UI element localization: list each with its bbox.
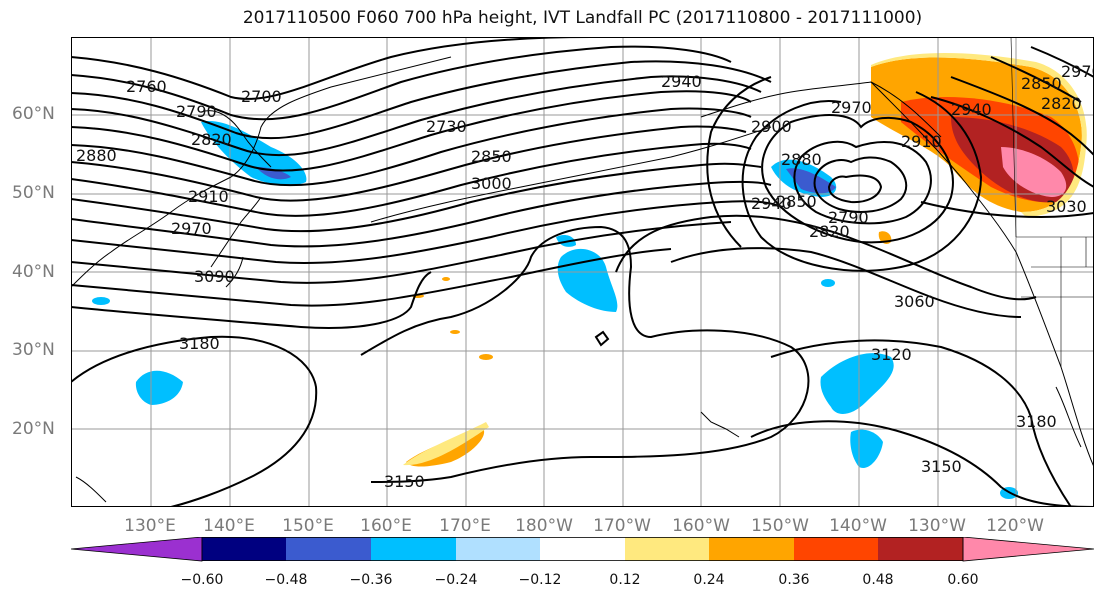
map-frame [71,37,1094,507]
lon-label-130w: 130°W [908,516,966,536]
lon-label-180w: 180°W [515,516,573,536]
height-contours [71,37,1094,507]
ivt-neg-east1 [820,353,894,414]
ivt-neg-dot1 [821,279,835,287]
lat-label-40n: 40°N [12,262,55,282]
colorbar-tick-label: 0.48 [862,572,894,588]
coast-asia [71,56,452,288]
contour-label: 2760 [126,77,167,96]
contour-label: 2970 [1061,62,1094,81]
coast-alaska [700,81,942,138]
figure-title: 2017110500 F060 700 hPa height, IVT Land… [242,8,923,28]
lon-label-160w: 160°W [672,516,730,536]
borders [1010,37,1094,367]
colorbar-swatch [878,537,963,561]
colorbar-swatch [202,537,286,561]
coast-kamchatka [200,110,272,168]
coast-hawaii [700,411,740,438]
colorbar-tick-label: 0.12 [609,572,641,588]
contour-label: 3120 [871,345,912,364]
colorbar-tick-label: −0.12 [518,572,562,588]
ivt-shade-tropical-edge [403,422,489,466]
colorbar-swatch [286,537,371,561]
contour-label: 2910 [901,132,942,151]
contour-label: 2850 [471,147,512,166]
ivt-shade-pink [1001,147,1067,197]
contour-label: 2970 [831,98,872,117]
contour-label: 2910 [188,187,229,206]
lon-label-150e: 150°E [282,516,334,536]
contour-label: 2880 [781,150,822,169]
contour-label: 2820 [191,130,232,149]
lon-label-150w: 150°W [751,516,809,536]
lat-label-30n: 30°N [12,340,55,360]
colorbar [71,537,1094,562]
contour-label: 2700 [241,87,282,106]
colorbar-swatch [456,537,540,561]
coast-japan [210,196,262,288]
contour-label: 2880 [76,146,117,165]
coast-na-west [870,81,1094,468]
ivt-shade-dot1 [479,354,493,360]
colorbar-tick-label: 0.60 [947,572,979,588]
ivt-neg-west [135,370,183,405]
colorbar-swatch [371,537,456,561]
colorbar-extend-right [962,537,1094,562]
colorbar-swatch [625,537,709,561]
lon-label-170w: 170°W [593,516,651,536]
colorbar-tick-label: −0.48 [264,572,308,588]
colorbar-swatch [794,537,878,561]
ivt-neg-dot2 [92,297,110,305]
ivt-positive-shading [403,52,1087,467]
contour-label: 2730 [426,117,467,136]
contour-labels: 2760 2790 2820 2700 2730 2850 2940 2880 … [76,62,1094,491]
colorbar-frame [201,537,964,561]
lon-label-120w: 120°W [986,516,1044,536]
lon-label-140e: 140°E [203,516,255,536]
contour-label: 2850 [1021,74,1062,93]
contour-label: 2970 [171,219,212,238]
colorbar-extend-left [71,537,203,562]
colorbar-tick-label: 0.36 [778,572,810,588]
colorbar-tick-label: 0.24 [693,572,725,588]
contour-label: 3060 [894,292,935,311]
coast-philippines [75,476,107,503]
ivt-neg-east2 [850,429,883,468]
coast-baja [1055,386,1082,448]
contour-label: 3180 [179,334,220,353]
contour-label: 3030 [1046,197,1087,216]
lon-label-140w: 140°W [829,516,887,536]
map-panel: 2760 2790 2820 2700 2730 2850 2940 2880 … [71,37,1094,507]
contour-label: 3000 [471,174,512,193]
contour-label: 2820 [809,222,850,241]
lon-label-160e: 160°E [360,516,412,536]
colorbar-tick-label: −0.24 [434,572,478,588]
colorbar-tick-label: −0.36 [349,572,393,588]
contour-label: 2790 [176,102,217,121]
contour-label: 2820 [1041,94,1082,113]
lon-label-130e: 130°E [124,516,176,536]
ivt-neg-low-core [786,168,836,194]
contour-label: 2940 [951,100,992,119]
contour-label: 3150 [384,472,425,491]
contour-label: 3150 [921,457,962,476]
contour-label: 2850 [776,192,817,211]
ivt-shade-dot4 [450,330,460,334]
colorbar-swatch [709,537,794,561]
contour-label: 3090 [194,267,235,286]
contour-label: 2940 [751,194,792,213]
lat-label-60n: 60°N [12,104,55,124]
colorbar-swatch [540,537,625,561]
contour-label: 2790 [828,208,869,227]
ivt-shade-yellow [871,52,1087,217]
lat-label-50n: 50°N [12,183,55,203]
contour-label: 2940 [661,72,702,91]
contour-label: 3180 [1016,412,1057,431]
lon-label-170e: 170°E [439,516,491,536]
ivt-shade-dot2 [442,277,450,281]
colorbar-tick-label: −0.60 [180,572,224,588]
contour-label: 2900 [751,117,792,136]
lat-label-20n: 20°N [12,419,55,439]
